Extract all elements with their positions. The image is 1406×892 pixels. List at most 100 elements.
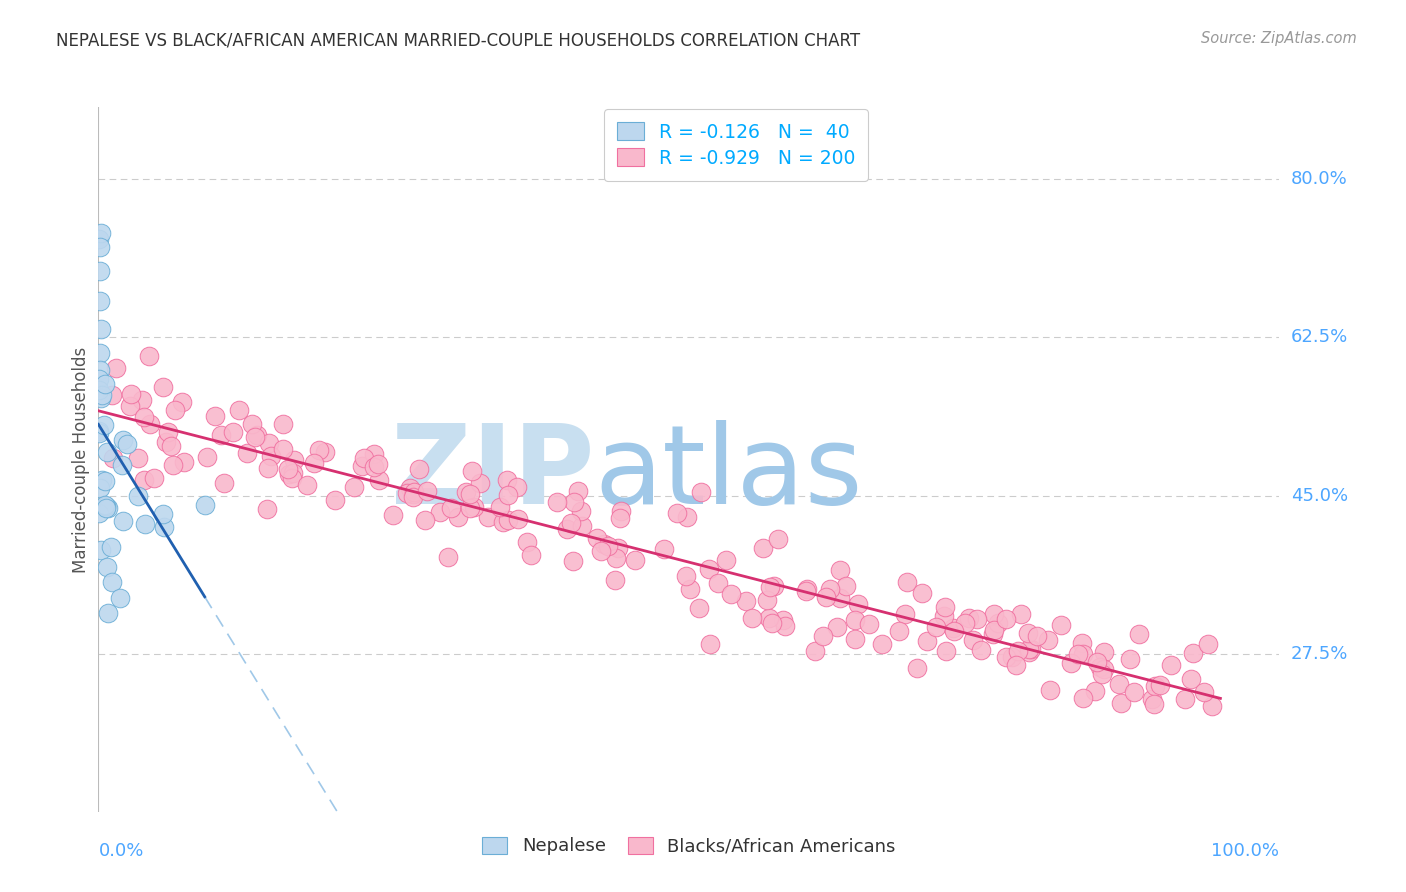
Point (773, 618, 796, 632)
Point (624, 553, 647, 567)
Point (720, 587, 742, 601)
Point (1017, 626, 1039, 640)
Point (228, 403, 250, 417)
Point (127, 450, 149, 465)
Point (194, 498, 217, 512)
Text: atlas: atlas (595, 420, 863, 527)
Point (283, 453, 305, 467)
Point (796, 582, 818, 597)
Point (818, 582, 841, 596)
Point (1142, 691, 1164, 706)
Point (828, 591, 851, 606)
Point (1071, 647, 1094, 661)
Point (363, 447, 385, 461)
Point (111, 433, 134, 447)
Point (755, 592, 778, 607)
Point (932, 609, 955, 624)
Point (212, 476, 235, 491)
Point (962, 632, 984, 647)
Point (100, 540, 122, 554)
Point (1018, 642, 1040, 657)
Point (844, 613, 866, 627)
Point (152, 519, 174, 533)
Point (688, 601, 710, 615)
Point (516, 535, 538, 549)
Point (983, 607, 1005, 622)
Point (896, 574, 918, 589)
Point (1197, 637, 1219, 651)
Point (935, 644, 957, 658)
Point (240, 417, 263, 432)
Point (1025, 630, 1047, 644)
Point (89, 363, 111, 377)
Point (707, 575, 730, 590)
Point (111, 458, 134, 472)
Point (243, 430, 266, 444)
Point (596, 539, 619, 553)
Point (675, 568, 697, 582)
Point (281, 470, 304, 484)
Point (564, 495, 586, 509)
Point (115, 437, 138, 451)
Point (1144, 679, 1167, 693)
Point (562, 554, 585, 568)
Point (458, 501, 481, 516)
Point (858, 616, 880, 631)
Point (416, 483, 439, 498)
Point (603, 574, 626, 588)
Point (236, 445, 259, 459)
Point (271, 417, 294, 431)
Point (1005, 657, 1028, 672)
Point (120, 399, 142, 413)
Point (90, 226, 112, 240)
Point (87, 232, 110, 246)
Point (589, 543, 612, 558)
Point (508, 512, 530, 526)
Point (520, 548, 543, 562)
Point (966, 612, 988, 626)
Point (741, 610, 763, 624)
Point (1108, 677, 1130, 691)
Point (1038, 683, 1060, 698)
Point (271, 442, 294, 457)
Point (489, 500, 512, 514)
Point (120, 387, 142, 401)
Point (94, 501, 117, 516)
Point (323, 492, 346, 507)
Point (1090, 660, 1112, 674)
Point (752, 541, 775, 555)
Point (814, 591, 837, 605)
Point (887, 624, 910, 639)
Point (165, 403, 187, 417)
Point (761, 615, 783, 630)
Point (195, 450, 218, 465)
Point (396, 485, 419, 500)
Point (89, 345, 111, 359)
Point (496, 473, 519, 487)
Point (132, 473, 155, 487)
Point (1085, 655, 1108, 669)
Point (128, 490, 150, 504)
Point (1181, 646, 1204, 660)
Point (1192, 685, 1215, 699)
Point (90, 388, 112, 402)
Point (96, 560, 118, 574)
Point (89, 482, 111, 496)
Point (1049, 617, 1071, 632)
Point (567, 483, 589, 498)
Point (90, 473, 112, 487)
Text: 27.5%: 27.5% (1291, 645, 1348, 663)
Point (1174, 691, 1197, 706)
Point (1118, 652, 1140, 666)
Point (103, 451, 125, 466)
Point (87, 506, 110, 520)
Point (492, 515, 515, 529)
Point (1021, 641, 1043, 656)
Point (654, 541, 676, 556)
Point (447, 510, 470, 524)
Point (803, 644, 825, 658)
Point (256, 501, 278, 516)
Point (496, 488, 519, 502)
Point (1070, 636, 1092, 650)
Point (699, 637, 721, 651)
